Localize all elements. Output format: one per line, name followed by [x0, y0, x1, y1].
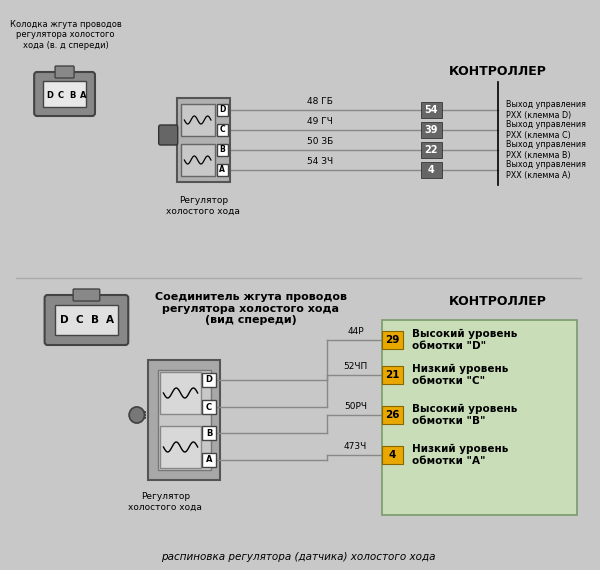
- Text: C: C: [58, 92, 64, 100]
- FancyBboxPatch shape: [421, 102, 442, 118]
- Text: 44Р: 44Р: [347, 327, 364, 336]
- FancyBboxPatch shape: [73, 289, 100, 301]
- Text: B: B: [220, 145, 225, 154]
- FancyBboxPatch shape: [158, 125, 178, 145]
- FancyBboxPatch shape: [421, 142, 442, 158]
- Circle shape: [129, 407, 145, 423]
- FancyBboxPatch shape: [43, 81, 86, 107]
- FancyBboxPatch shape: [202, 426, 216, 440]
- Text: Высокий уровень
обмотки "D": Высокий уровень обмотки "D": [412, 329, 518, 351]
- Text: Регулятор
холостого хода: Регулятор холостого хода: [166, 196, 240, 215]
- Text: Регулятор
холостого хода: Регулятор холостого хода: [128, 492, 202, 511]
- Text: 29: 29: [385, 335, 400, 345]
- FancyBboxPatch shape: [202, 453, 216, 467]
- FancyBboxPatch shape: [202, 373, 216, 387]
- Text: Выход управления
РХХ (клемма А): Выход управления РХХ (клемма А): [506, 160, 586, 180]
- Text: A: A: [206, 455, 212, 465]
- FancyBboxPatch shape: [158, 370, 211, 470]
- FancyBboxPatch shape: [181, 104, 215, 136]
- FancyBboxPatch shape: [34, 72, 95, 116]
- Text: 26: 26: [385, 410, 400, 420]
- Text: D: D: [206, 376, 212, 385]
- FancyBboxPatch shape: [382, 406, 403, 424]
- Text: D: D: [60, 315, 69, 325]
- FancyBboxPatch shape: [217, 124, 228, 136]
- FancyBboxPatch shape: [421, 122, 442, 138]
- FancyBboxPatch shape: [181, 144, 215, 176]
- FancyBboxPatch shape: [382, 320, 577, 515]
- Text: A: A: [80, 92, 87, 100]
- FancyBboxPatch shape: [160, 372, 202, 414]
- Text: Выход управления
РХХ (клемма B): Выход управления РХХ (клемма B): [506, 140, 586, 160]
- Text: 54 ЗЧ: 54 ЗЧ: [307, 157, 334, 166]
- Text: 4: 4: [389, 450, 396, 460]
- Text: 4: 4: [428, 165, 435, 175]
- FancyBboxPatch shape: [55, 305, 118, 335]
- Text: 39: 39: [425, 125, 438, 135]
- Text: 50 ЗБ: 50 ЗБ: [307, 137, 334, 146]
- FancyBboxPatch shape: [421, 162, 442, 178]
- Text: распиновка регулятора (датчика) холостого хода: распиновка регулятора (датчика) холостог…: [161, 552, 436, 562]
- Text: D: D: [219, 105, 226, 115]
- FancyBboxPatch shape: [55, 66, 74, 78]
- Text: Соединитель жгута проводов
регулятора холостого хода
(вид спереди): Соединитель жгута проводов регулятора хо…: [155, 292, 347, 325]
- Text: B: B: [69, 92, 76, 100]
- FancyBboxPatch shape: [44, 295, 128, 345]
- Text: 22: 22: [425, 145, 438, 155]
- FancyBboxPatch shape: [382, 331, 403, 349]
- FancyBboxPatch shape: [217, 104, 228, 116]
- Text: 49 ГЧ: 49 ГЧ: [307, 117, 333, 126]
- Text: КОНТРОЛЛЕР: КОНТРОЛЛЕР: [449, 295, 547, 308]
- Text: D: D: [46, 92, 53, 100]
- Text: Выход управления
РХХ (клемма D): Выход управления РХХ (клемма D): [506, 100, 586, 120]
- FancyBboxPatch shape: [217, 144, 228, 156]
- FancyBboxPatch shape: [382, 366, 403, 384]
- Text: КОНТРОЛЛЕР: КОНТРОЛЛЕР: [449, 65, 547, 78]
- Text: Низкий уровень
обмотки "С": Низкий уровень обмотки "С": [412, 364, 509, 386]
- Text: A: A: [220, 165, 225, 174]
- FancyBboxPatch shape: [160, 426, 202, 468]
- Text: Высокий уровень
обмотки "B": Высокий уровень обмотки "B": [412, 404, 518, 426]
- Text: Колодка жгута проводов
регулятора холостого
хода (в. д спереди): Колодка жгута проводов регулятора холост…: [10, 20, 121, 50]
- Text: 54: 54: [425, 105, 438, 115]
- FancyBboxPatch shape: [148, 360, 220, 480]
- Text: Выход управления
РХХ (клемма С): Выход управления РХХ (клемма С): [506, 120, 586, 140]
- Text: B: B: [206, 429, 212, 438]
- FancyBboxPatch shape: [177, 98, 230, 182]
- Text: 48 ГБ: 48 ГБ: [307, 97, 333, 106]
- Text: A: A: [106, 315, 114, 325]
- FancyBboxPatch shape: [202, 400, 216, 414]
- Text: C: C: [220, 125, 225, 135]
- Text: 50РЧ: 50РЧ: [344, 402, 367, 411]
- Text: 473Ч: 473Ч: [344, 442, 367, 451]
- Text: 21: 21: [385, 370, 400, 380]
- FancyBboxPatch shape: [217, 164, 228, 176]
- Text: 52ЧП: 52ЧП: [343, 362, 368, 371]
- Text: B: B: [91, 315, 99, 325]
- Text: C: C: [206, 402, 212, 412]
- FancyBboxPatch shape: [382, 446, 403, 464]
- Text: C: C: [76, 315, 83, 325]
- Text: Низкий уровень
обмотки "А": Низкий уровень обмотки "А": [412, 444, 509, 466]
